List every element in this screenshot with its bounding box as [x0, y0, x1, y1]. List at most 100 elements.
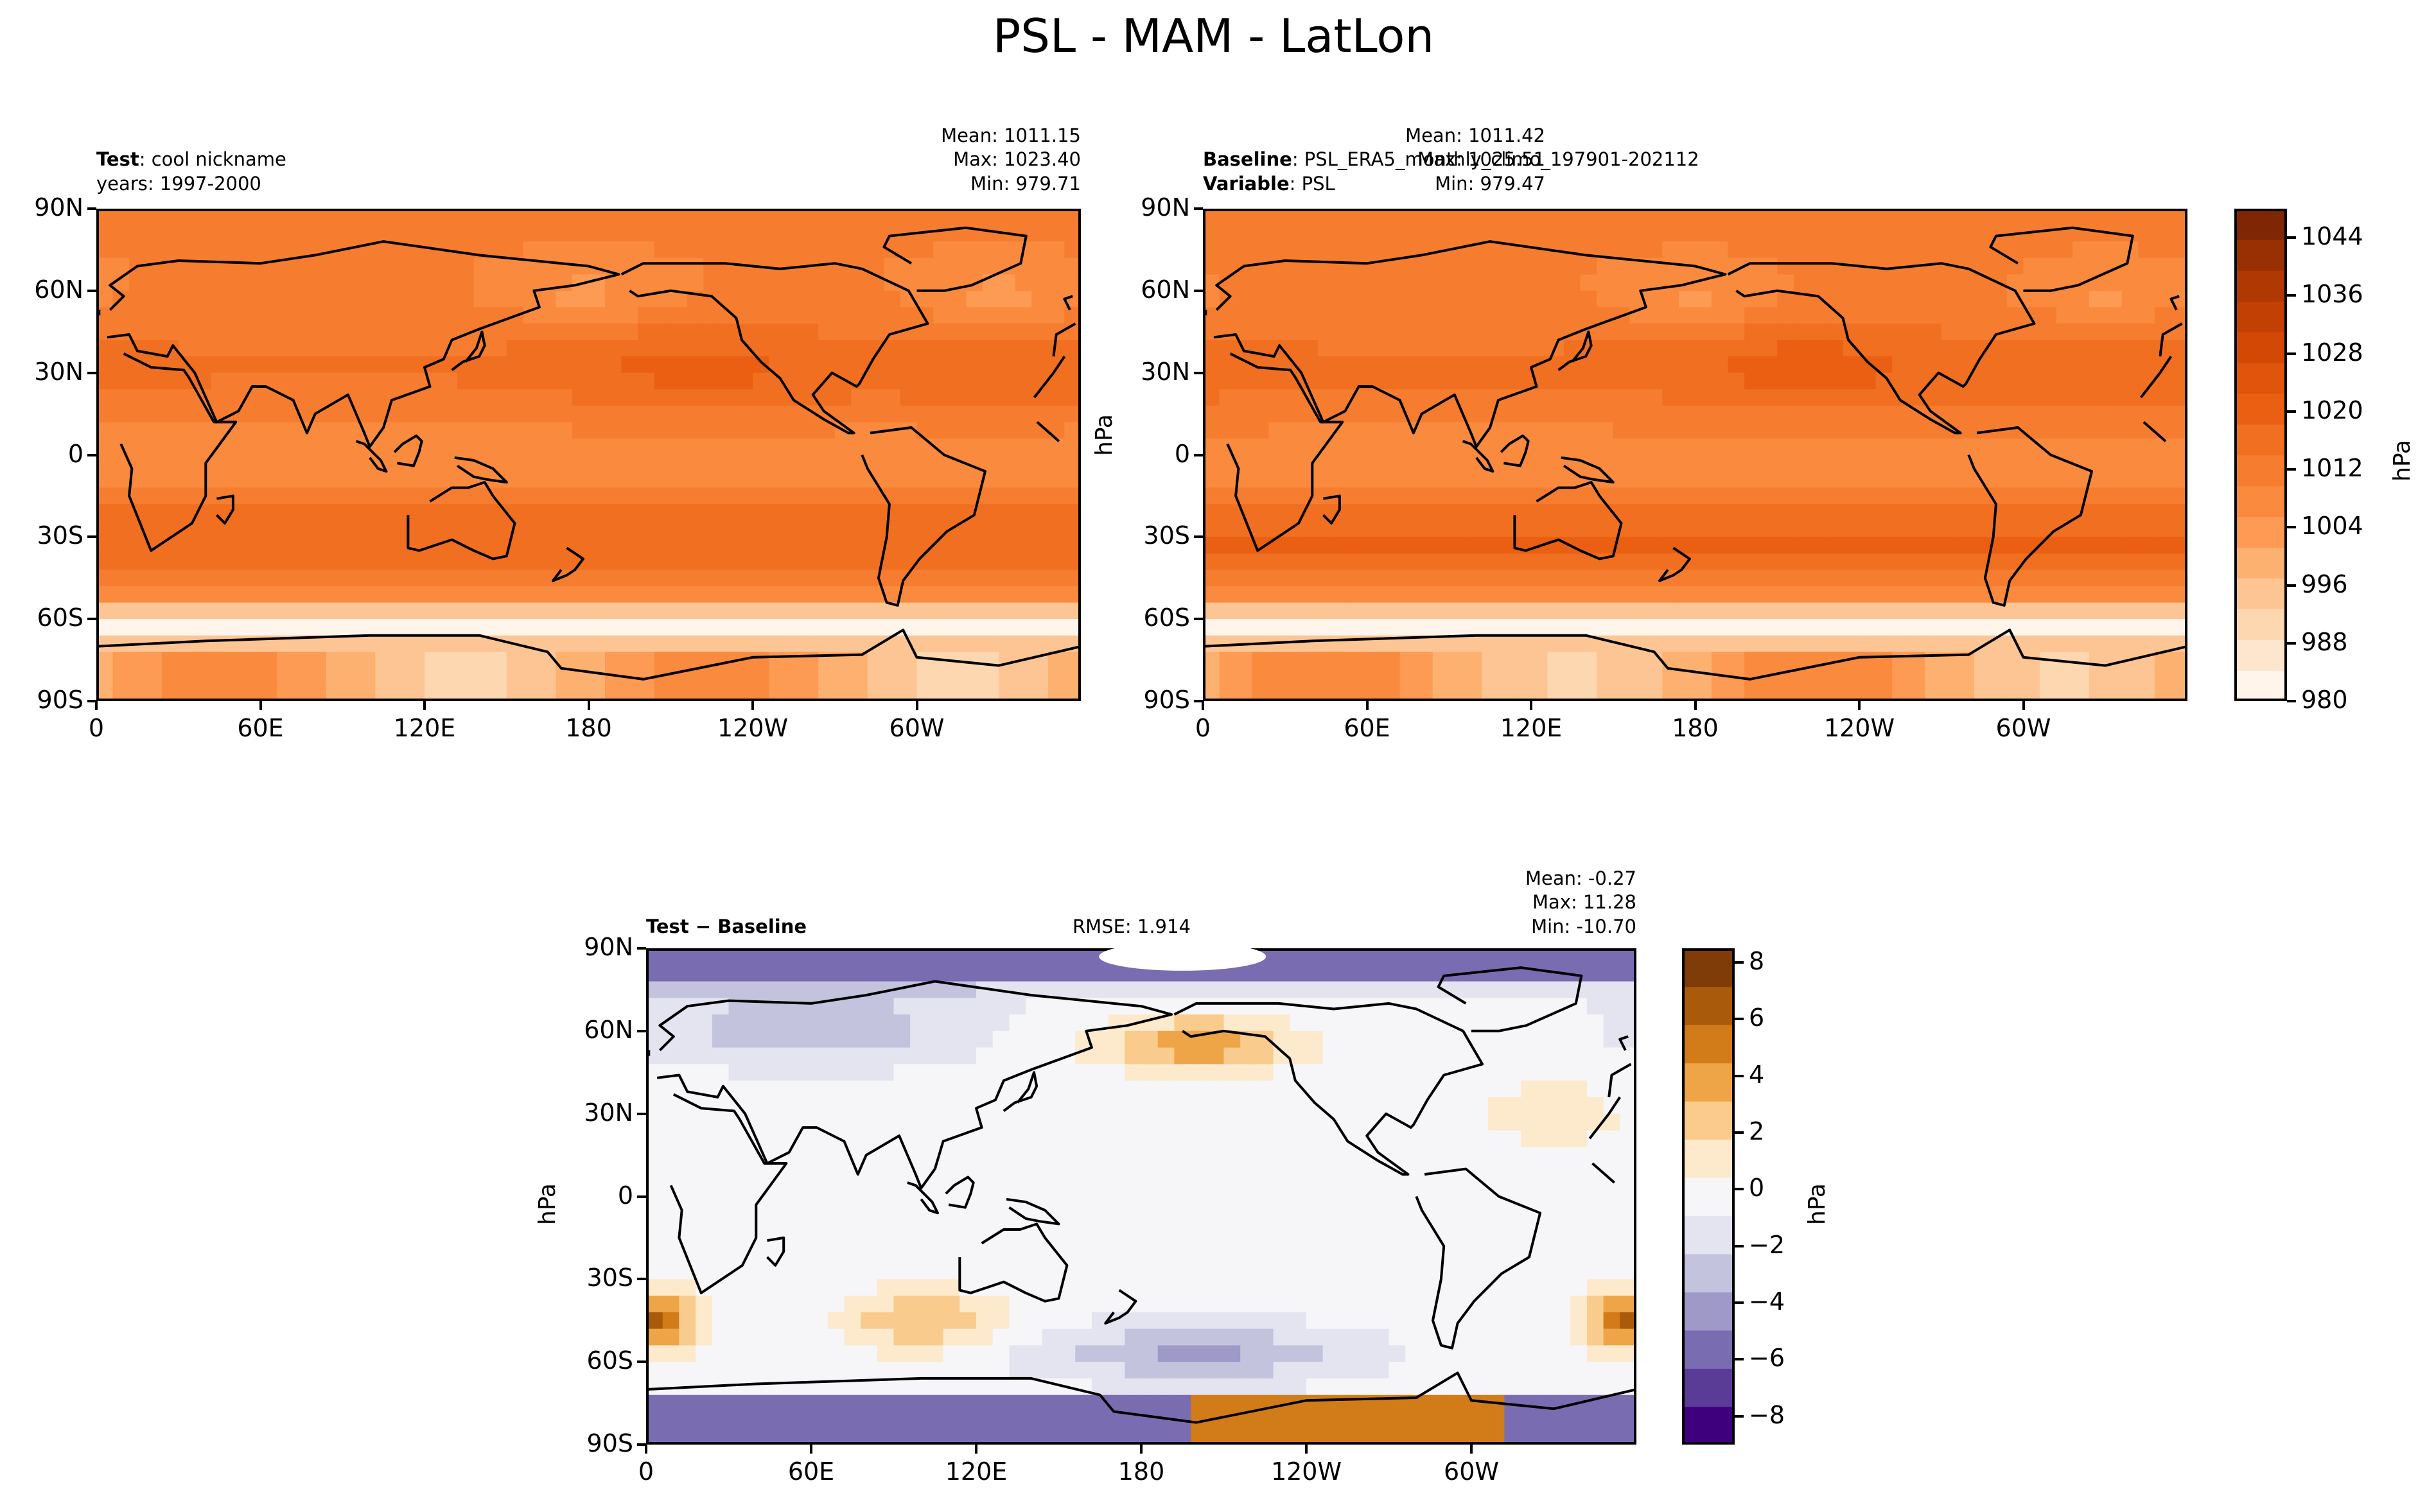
heatmap-cell: [719, 569, 737, 587]
heatmap-cell: [1350, 569, 1368, 587]
heatmap-cell: [2105, 405, 2123, 423]
heatmap-cell: [1256, 1213, 1274, 1230]
heatmap-cell: [2154, 389, 2172, 406]
heatmap-cell: [687, 241, 705, 259]
heatmap-cell: [1405, 1147, 1423, 1164]
heatmap-cell: [277, 553, 294, 571]
heatmap-cell: [1268, 372, 1286, 390]
heatmap-cell: [260, 323, 277, 341]
heatmap-cell: [408, 553, 425, 571]
heatmap-cell: [2105, 307, 2123, 324]
heatmap-cell: [1629, 241, 1647, 259]
heatmap-cell: [556, 619, 573, 636]
heatmap-cell: [2105, 619, 2123, 636]
heatmap-cell: [1810, 537, 1827, 554]
heatmap-cell: [326, 635, 344, 653]
heatmap-cell: [736, 487, 753, 505]
heatmap-cell: [1564, 290, 1581, 308]
heatmap-cell: [976, 1081, 994, 1098]
heatmap-cell: [1728, 340, 1745, 357]
heatmap-cell: [572, 422, 590, 439]
heatmap-cell: [1777, 356, 1794, 374]
heatmap-cell: [1009, 1030, 1026, 1048]
heatmap-cell: [1367, 274, 1384, 291]
heatmap-cell: [2089, 520, 2107, 538]
heatmap-cell: [1219, 241, 1236, 259]
heatmap-cell: [949, 241, 967, 259]
heatmap-cell: [1236, 405, 1253, 423]
heatmap-cell: [736, 290, 753, 308]
heatmap-cell: [736, 405, 753, 423]
baseline-label: Baseline: PSL_ERA5_monthly_climo_197901-…: [1203, 148, 1699, 171]
heatmap-cell: [2171, 619, 2187, 636]
heatmap-cell: [1695, 372, 1712, 390]
heatmap-cell: [794, 1213, 812, 1230]
heatmap-cell: [2121, 569, 2139, 587]
heatmap-cell: [2121, 372, 2139, 390]
heatmap-cell: [1613, 290, 1631, 308]
heatmap-cell: [277, 537, 294, 554]
heatmap-cell: [1826, 504, 1844, 521]
heatmap-cell: [539, 487, 557, 505]
heatmap-cell: [310, 619, 327, 636]
heatmap-cell: [1284, 569, 1302, 587]
heatmap-cell: [1449, 504, 1466, 521]
heatmap-cell: [736, 602, 753, 620]
heatmap-cell: [1941, 274, 1959, 291]
heatmap-cell: [2072, 340, 2090, 357]
heatmap-cell: [1191, 1047, 1208, 1065]
heatmap-cell: [1712, 225, 1729, 242]
heatmap-cell: [1875, 225, 1893, 242]
heatmap-cell: [687, 389, 705, 406]
heatmap-cell: [1547, 209, 1564, 226]
coastline-south-america: [1967, 426, 2093, 607]
heatmap-cell: [1141, 1163, 1159, 1181]
heatmap-cell: [884, 652, 901, 669]
heatmap-cell: [1712, 389, 1729, 406]
heatmap-cell: [1564, 389, 1581, 406]
heatmap-cell: [2056, 356, 2073, 374]
heatmap-cell: [1695, 405, 1712, 423]
heatmap-cell: [1826, 389, 1844, 406]
heatmap-cell: [2056, 619, 2073, 636]
heatmap-cell: [719, 356, 737, 374]
heatmap-cell: [1777, 422, 1794, 439]
heatmap-cell: [670, 569, 688, 587]
heatmap-cell: [1273, 1147, 1291, 1164]
heatmap-cell: [1547, 372, 1564, 390]
heatmap-cell: [1777, 569, 1794, 587]
heatmap-cell: [1941, 209, 1959, 226]
heatmap-cell: [794, 964, 812, 982]
heatmap-cell: [375, 471, 392, 489]
heatmap-cell: [1191, 1196, 1208, 1214]
heatmap-cell: [2089, 307, 2107, 324]
heatmap-cell: [1554, 1147, 1571, 1164]
heatmap-cell: [1695, 356, 1712, 374]
heatmap-cell: [1810, 340, 1827, 357]
heatmap-cell: [342, 520, 360, 538]
heatmap-cell: [1531, 520, 1548, 538]
heatmap-cell: [1826, 619, 1844, 636]
heatmap-cell: [1108, 1163, 1126, 1181]
heatmap-cell: [1810, 635, 1827, 653]
heatmap-cell: [1537, 1262, 1555, 1280]
heatmap-cell: [1531, 405, 1548, 423]
heatmap-cell: [2040, 307, 2057, 324]
heatmap-cell: [778, 981, 796, 999]
heatmap-cell: [1570, 1179, 1588, 1197]
heatmap-cell: [769, 323, 786, 341]
heatmap-cell: [745, 1030, 762, 1048]
heatmap-cell: [1471, 1163, 1489, 1181]
heatmap-cell: [1223, 1279, 1241, 1296]
heatmap-cell: [802, 290, 819, 308]
heatmap-cell: [1383, 668, 1401, 686]
heatmap-cell: [1367, 405, 1384, 423]
heatmap-cell: [1042, 1113, 1060, 1131]
heatmap-cell: [861, 1163, 878, 1181]
heatmap-cell: [441, 652, 458, 669]
heatmap-cell: [178, 619, 196, 636]
heatmap-cell: [1941, 225, 1959, 242]
heatmap-cell: [1521, 1262, 1538, 1280]
heatmap-cell: [753, 504, 770, 521]
heatmap-cell: [638, 405, 655, 423]
